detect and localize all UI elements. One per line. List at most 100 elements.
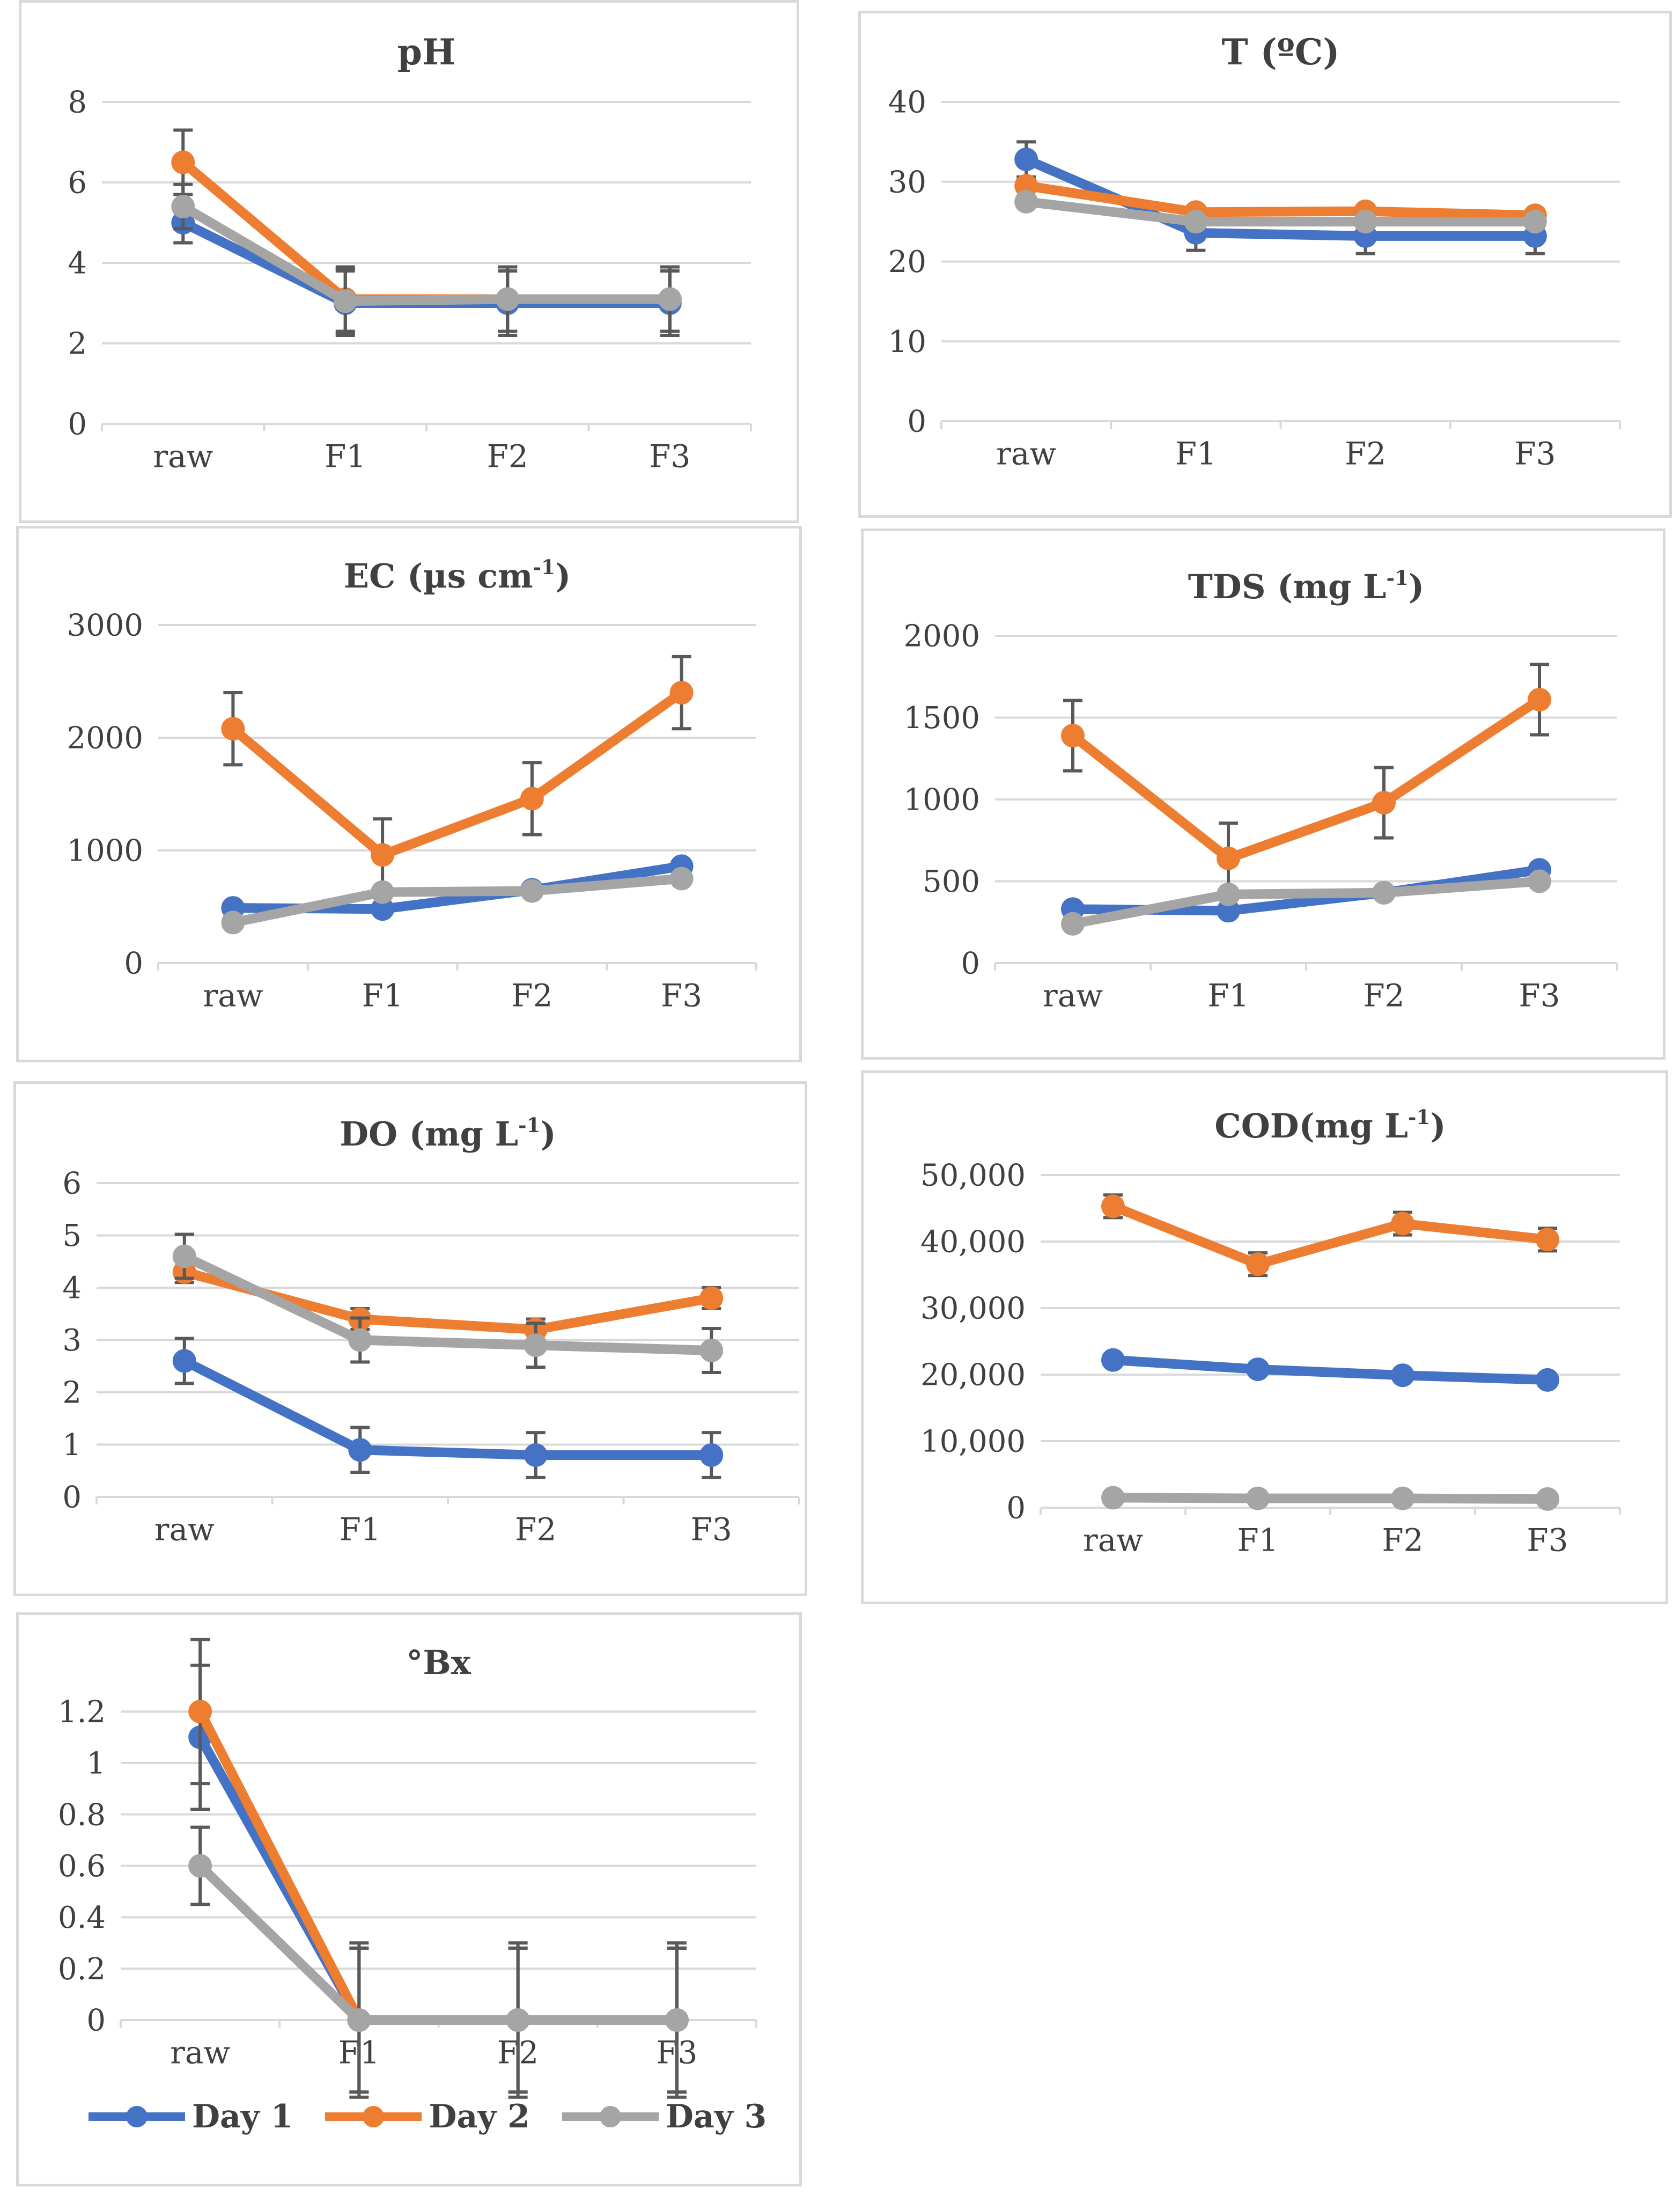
legend-swatch-day1 bbox=[89, 2106, 185, 2127]
y-tick-label: 1500 bbox=[903, 701, 980, 736]
y-tick-label: 50,000 bbox=[920, 1158, 1026, 1193]
x-tick-label: F2 bbox=[487, 438, 528, 475]
y-tick-label: 10,000 bbox=[920, 1425, 1026, 1459]
series-day-1 bbox=[188, 1663, 689, 2094]
x-tick-label: F2 bbox=[1363, 978, 1404, 1014]
chart-svg-ph: 0 2 4 6 8 raw F1 F2 F3 pH bbox=[68, 31, 752, 475]
data-point-day-3 bbox=[1101, 1486, 1125, 1510]
chart-title: °Bx bbox=[406, 1643, 471, 1682]
series-line-day-1 bbox=[1108, 1355, 1552, 1385]
x-tick-label: F1 bbox=[1175, 436, 1217, 472]
chart-title-text: TDS (mg L bbox=[1188, 567, 1387, 606]
data-point-day-3 bbox=[333, 289, 357, 313]
chart-title-superscript: -1 bbox=[1408, 1105, 1430, 1129]
y-tick-label: 30,000 bbox=[920, 1291, 1026, 1326]
chart-title: EC (µs cm-1) bbox=[344, 555, 571, 596]
chart-title-superscript: -1 bbox=[533, 555, 555, 579]
data-point-day-2 bbox=[1217, 846, 1240, 870]
y-tick-label: 40 bbox=[888, 85, 926, 120]
x-tick-label: F1 bbox=[1207, 978, 1249, 1014]
y-tick-label: 20 bbox=[888, 245, 926, 280]
x-tick-label: F3 bbox=[649, 438, 690, 475]
y-tick-label: 0 bbox=[62, 1480, 82, 1515]
chart-title-tail: ) bbox=[1430, 1106, 1446, 1146]
x-tick-label: F2 bbox=[511, 978, 552, 1014]
data-point-day-1 bbox=[348, 1438, 372, 1462]
data-point-day-1 bbox=[1101, 1348, 1125, 1372]
data-point-day-2 bbox=[1246, 1252, 1270, 1276]
series-day-1 bbox=[172, 1337, 724, 1479]
data-point-day-1 bbox=[699, 1443, 724, 1467]
series-line-day-2 bbox=[228, 688, 687, 860]
y-tick-label: 4 bbox=[68, 246, 87, 281]
series-line-day-3 bbox=[195, 1861, 682, 2025]
y-tick-label: 1.2 bbox=[58, 1695, 106, 1730]
data-point-day-3 bbox=[669, 867, 694, 891]
data-point-day-2 bbox=[1536, 1228, 1559, 1252]
data-point-day-3 bbox=[506, 2008, 530, 2032]
series-day-3 bbox=[1101, 1486, 1559, 1511]
y-tick-label: 2 bbox=[68, 327, 87, 362]
chart-title-text: °Bx bbox=[406, 1643, 471, 1682]
data-point-day-3 bbox=[1246, 1486, 1270, 1510]
y-tick-label: 4 bbox=[62, 1271, 82, 1306]
y-tick-label: 40,000 bbox=[920, 1225, 1026, 1260]
chart-title: DO (mg L-1) bbox=[340, 1113, 556, 1154]
series-day-3 bbox=[1014, 189, 1547, 234]
y-tick-label: 1000 bbox=[903, 783, 980, 818]
data-point-day-1 bbox=[1536, 1368, 1559, 1392]
x-tick-label: F2 bbox=[1345, 436, 1386, 472]
legend-item-day2: Day 2 bbox=[322, 2098, 530, 2135]
y-tick-label: 3000 bbox=[67, 608, 143, 643]
chart-svg-temperature: 0 10 20 30 40 raw F1 F2 F3 T (ºC) bbox=[888, 31, 1621, 472]
x-tick-label: raw bbox=[1043, 978, 1103, 1014]
series-day-3 bbox=[172, 1232, 724, 1374]
series-line-day-2 bbox=[1108, 1201, 1552, 1269]
legend-swatch-day3 bbox=[562, 2106, 659, 2127]
y-tick-label: 2000 bbox=[67, 721, 143, 756]
data-point-day-1 bbox=[1246, 1357, 1270, 1382]
chart-title-text: EC (µs cm bbox=[344, 556, 533, 596]
chart-title-text: pH bbox=[397, 31, 456, 73]
data-point-day-3 bbox=[496, 287, 520, 311]
data-point-day-3 bbox=[1217, 882, 1240, 906]
series-day-3 bbox=[1061, 869, 1551, 936]
x-tick-label: F2 bbox=[1382, 1522, 1423, 1559]
data-point-day-3 bbox=[347, 2008, 371, 2032]
y-tick-label: 500 bbox=[923, 864, 980, 899]
y-tick-label: 8 bbox=[68, 85, 87, 120]
legend-item-day3: Day 3 bbox=[559, 2098, 767, 2135]
series-day-2 bbox=[172, 1260, 724, 1342]
series-line-day-2 bbox=[1068, 694, 1544, 863]
chart-panel-do: 0 1 2 3 4 5 6 raw F1 F2 F3 DO (mg L-1) bbox=[13, 1081, 807, 1596]
chart-title: T (ºC) bbox=[1221, 31, 1339, 73]
chart-title-tail: ) bbox=[555, 556, 571, 596]
y-tick-label: 10 bbox=[888, 325, 926, 359]
chart-panel-tds: 0 500 1000 1500 2000 raw F1 F2 F3 TDS (mg L-1) bbox=[861, 528, 1666, 1060]
x-tick-label: F1 bbox=[325, 438, 366, 475]
y-tick-label: 6 bbox=[62, 1166, 82, 1201]
y-tick-label: 3 bbox=[62, 1323, 82, 1358]
chart-svg-do: 0 1 2 3 4 5 6 raw F1 F2 F3 DO (mg L-1) bbox=[62, 1113, 800, 1548]
series-day-3 bbox=[221, 867, 694, 935]
data-point-day-3 bbox=[1061, 912, 1085, 936]
chart-panel-ph: 0 2 4 6 8 raw F1 F2 F3 pH bbox=[19, 0, 799, 523]
y-tick-label: 0.2 bbox=[58, 1952, 106, 1987]
data-point-day-3 bbox=[520, 879, 544, 903]
data-point-day-2 bbox=[520, 787, 544, 811]
y-tick-label: 1 bbox=[86, 1746, 106, 1781]
legend: Day 1 Day 2 Day 3 bbox=[86, 2098, 767, 2135]
legend-swatch-day2 bbox=[325, 2106, 422, 2127]
data-point-day-2 bbox=[221, 717, 245, 741]
series-line-day-1 bbox=[179, 1356, 717, 1460]
series-line-day-3 bbox=[179, 1251, 717, 1355]
x-tick-label: raw bbox=[170, 2035, 230, 2071]
chart-panel-brix: 0 0.2 0.4 0.6 0.8 1 1.2 raw F1 F2 F3 °Bx bbox=[16, 1612, 802, 2186]
data-point-day-3 bbox=[371, 880, 395, 904]
series-day-3 bbox=[171, 182, 682, 335]
data-point-day-3 bbox=[1353, 210, 1377, 234]
y-tick-label: 0 bbox=[124, 946, 143, 981]
data-point-day-2 bbox=[1391, 1212, 1414, 1236]
data-point-day-3 bbox=[1536, 1487, 1559, 1511]
